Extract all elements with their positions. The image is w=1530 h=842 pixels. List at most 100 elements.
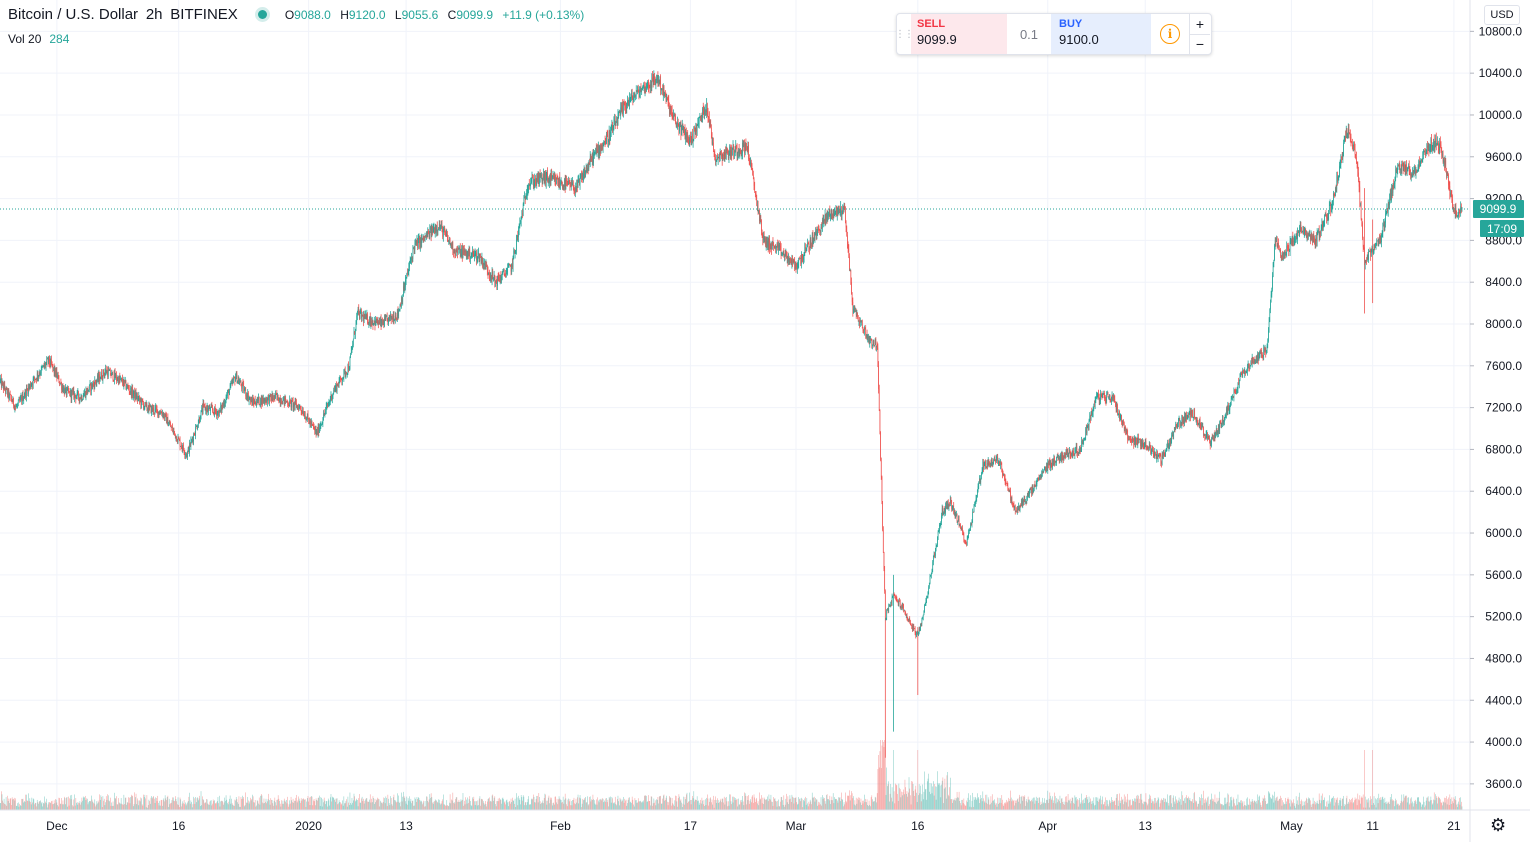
candle-body xyxy=(627,100,628,106)
candle-body xyxy=(621,107,622,111)
volume-bar xyxy=(391,804,393,810)
volume-bar xyxy=(447,805,448,810)
volume-bar xyxy=(453,802,455,810)
volume-bar xyxy=(349,792,351,810)
volume-bar xyxy=(943,788,945,810)
candle-body xyxy=(323,413,325,415)
candle-body xyxy=(634,95,636,97)
candle-body xyxy=(97,375,99,380)
candle-body xyxy=(699,116,701,118)
candle-body xyxy=(362,315,364,316)
volume-bar xyxy=(491,795,493,810)
candle-body xyxy=(739,150,741,154)
volume-bar xyxy=(1011,801,1013,810)
volume-bar xyxy=(675,795,676,810)
candle-body xyxy=(426,233,428,237)
volume-bar xyxy=(286,799,287,810)
volume-bar xyxy=(269,800,270,810)
candle-body xyxy=(288,405,290,407)
candle-body xyxy=(778,244,780,248)
volume-bar xyxy=(193,798,195,810)
candle-body xyxy=(292,399,293,402)
candle-body xyxy=(326,404,328,407)
candle-body xyxy=(193,434,194,442)
volume-bar xyxy=(80,802,82,810)
volume-bar xyxy=(60,803,62,810)
volume-bar xyxy=(322,799,324,810)
candle-body xyxy=(240,381,242,386)
volume-bar xyxy=(793,803,795,810)
volume-bar xyxy=(445,805,446,810)
volume-bar xyxy=(573,797,575,810)
volume-bar xyxy=(1107,804,1109,810)
volume-bar xyxy=(1069,800,1070,810)
volume-bar xyxy=(939,785,941,810)
candle-body xyxy=(881,476,883,502)
volume-bar xyxy=(191,802,192,810)
volume-bar xyxy=(72,806,74,810)
candle-body xyxy=(605,143,607,145)
volume-bar xyxy=(968,799,970,810)
volume-bar xyxy=(58,797,60,810)
volume-bar xyxy=(71,794,73,810)
candle-body xyxy=(637,86,638,92)
candle-body xyxy=(81,396,83,401)
candle-body xyxy=(577,179,579,188)
candle-body xyxy=(811,235,813,247)
volume-bar xyxy=(429,794,431,810)
volume-bar xyxy=(304,799,306,810)
volume-bar xyxy=(532,798,533,810)
candle-body xyxy=(935,548,936,556)
candle-body xyxy=(163,414,165,417)
volume-bar xyxy=(101,796,102,810)
candle-body xyxy=(819,229,820,232)
candle-body xyxy=(776,246,777,253)
volume-bar xyxy=(660,803,662,810)
candle-body xyxy=(414,242,416,250)
candle-body xyxy=(725,148,727,155)
volume-bar xyxy=(100,795,102,810)
volume-bar xyxy=(715,796,716,810)
volume-bar xyxy=(468,799,470,810)
volume-bar xyxy=(1248,805,1250,810)
candle-body xyxy=(105,369,106,372)
candle-body xyxy=(533,183,535,187)
volume-bar xyxy=(173,800,175,810)
volume-bar xyxy=(1358,800,1360,810)
volume-bar xyxy=(1345,798,1347,810)
candle-body xyxy=(488,272,489,274)
volume-bar xyxy=(1167,803,1169,810)
volume-bar xyxy=(684,796,686,810)
candle-body xyxy=(390,313,392,320)
volume-bar xyxy=(597,797,598,810)
volume-bar xyxy=(854,800,856,810)
volume-bar xyxy=(538,793,540,810)
candle-body xyxy=(817,229,818,232)
candle-body xyxy=(72,391,73,393)
volume-bar xyxy=(952,802,953,810)
candle-body xyxy=(545,174,547,184)
volume-bar xyxy=(614,796,616,810)
volume-bar xyxy=(1262,800,1263,810)
volume-bar xyxy=(737,806,739,810)
candle-body xyxy=(559,177,561,186)
candle-body xyxy=(501,276,502,281)
candle-body xyxy=(3,383,4,390)
volume-bar xyxy=(787,796,789,810)
candle-body xyxy=(694,127,695,130)
candle-body xyxy=(358,309,360,313)
volume-bar xyxy=(797,804,798,810)
volume-bar xyxy=(242,798,244,810)
candle-body xyxy=(227,391,228,396)
volume-bar xyxy=(84,795,86,810)
volume-bar xyxy=(520,794,522,810)
volume-bar xyxy=(547,800,548,810)
volume-bar xyxy=(1391,794,1392,810)
volume-bar xyxy=(1088,802,1089,810)
volume-bar xyxy=(512,800,514,810)
volume-bar xyxy=(477,800,479,810)
volume-bar xyxy=(422,802,424,810)
volume-bar xyxy=(487,801,488,810)
volume-bar xyxy=(430,797,431,810)
